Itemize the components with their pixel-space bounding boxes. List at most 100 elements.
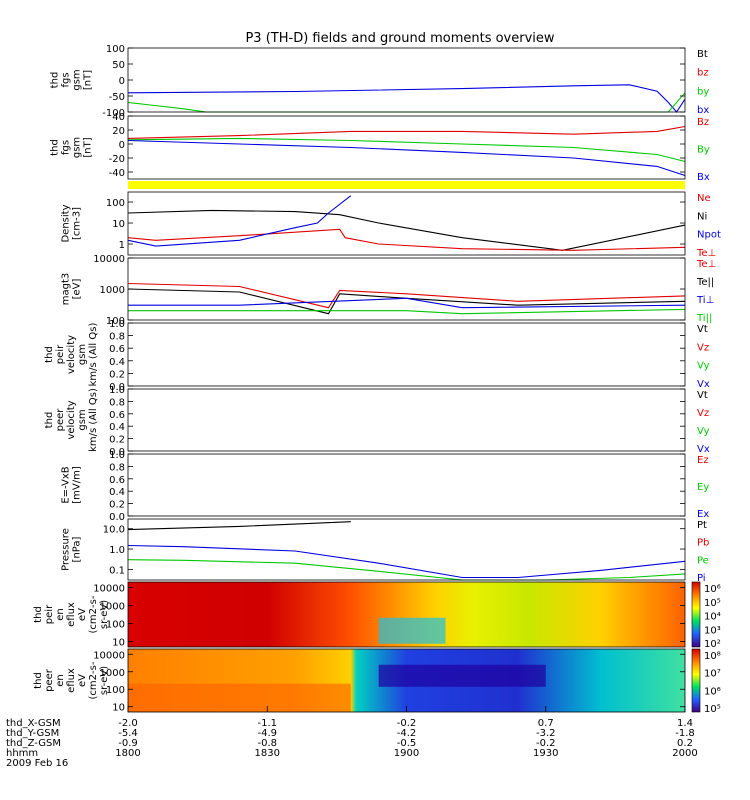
y-axis-label-line: peir bbox=[55, 344, 66, 364]
colorbar bbox=[691, 581, 701, 648]
y-axis-label: thd peir velocity gsm km/s (All Qs) bbox=[44, 323, 99, 387]
legend-entry: Vx bbox=[697, 379, 710, 390]
legend-entry: Pe bbox=[697, 555, 709, 566]
legend-entry: Ti⊥ bbox=[696, 295, 714, 306]
y-tick-label: 0.0 bbox=[109, 447, 125, 458]
y-tick-label: -50 bbox=[109, 92, 125, 103]
y-axis-label: thd fgs gsm [nT] bbox=[50, 69, 94, 90]
y-axis-label-line: thd bbox=[44, 346, 55, 363]
panel-1: Bt bz by bx -100 -50 0 50 100 thd fgs gsm [nT] bbox=[50, 44, 710, 119]
x-tick-label: 2000 bbox=[672, 748, 697, 759]
y-axis-label: E=-VxB [mV/m] bbox=[61, 466, 83, 504]
y-axis-label-line: eV bbox=[77, 674, 88, 687]
series-Ni bbox=[127, 209, 686, 251]
panel-4: Te⊥ Te|| Ti⊥ Ti|| 100 1000 10000 magt3 [eV] bbox=[61, 254, 717, 327]
y-tick-label: 0.4 bbox=[109, 357, 125, 368]
y-axis-label: thd peer en eflux eV (cm2-s-sr-eV) bbox=[33, 661, 110, 699]
legend-entry: Vx bbox=[697, 444, 710, 455]
y-tick-label: 100 bbox=[106, 316, 125, 327]
x-tick-label: -0.9 bbox=[118, 738, 138, 749]
y-axis-label-line: peir bbox=[44, 604, 55, 624]
x-axis-row-label: thd_X-GSM bbox=[6, 718, 61, 729]
series-Bx bbox=[127, 139, 686, 177]
y-tick-label: 0.4 bbox=[109, 487, 125, 498]
y-tick-label: 0.0 bbox=[109, 512, 125, 523]
x-tick-label: -1.1 bbox=[257, 718, 277, 729]
y-tick-label: 0.8 bbox=[109, 397, 125, 408]
y-axis-label-line: fgs bbox=[61, 140, 72, 155]
x-axis-date: 2009 Feb 16 bbox=[6, 758, 68, 769]
legend-entry: Te|| bbox=[696, 277, 714, 288]
y-axis-label-line: thd bbox=[44, 412, 55, 429]
series-Te bbox=[127, 288, 686, 315]
y-tick-label: 10 bbox=[112, 703, 125, 714]
x-tick-label: -0.2 bbox=[536, 738, 556, 749]
x-tick-label: 0.2 bbox=[677, 738, 693, 749]
x-tick-label: -0.8 bbox=[257, 738, 277, 749]
y-axis-label: thd fgs gsm [nT] bbox=[50, 137, 94, 158]
panel-8: Pt Pb Pe Pi 0.1 1.0 10.0 Pressure [nPa] bbox=[61, 518, 709, 584]
y-tick-label: 1.0 bbox=[109, 545, 125, 556]
y-axis-label: Pressure [nPa] bbox=[61, 528, 83, 571]
y-tick-label: 1 bbox=[119, 240, 125, 251]
y-axis-label-line: gsm bbox=[77, 344, 88, 365]
colorbar-tick-label: 10⁶ bbox=[704, 686, 721, 697]
legend-entry: Bx bbox=[697, 172, 710, 183]
y-tick-label: 100 bbox=[106, 44, 125, 55]
legend-entry: Vz bbox=[697, 408, 709, 419]
x-tick-label: -2.0 bbox=[118, 718, 138, 729]
legend-entry: Ex bbox=[697, 509, 709, 520]
spectrogram-feature bbox=[378, 664, 546, 687]
legend-entry: Te⊥ bbox=[696, 259, 716, 270]
legend-entry: Ne bbox=[697, 193, 711, 204]
y-tick-label: 100 bbox=[106, 685, 125, 696]
y-tick-label: 10000 bbox=[93, 254, 125, 265]
y-axis-label-line: eV bbox=[77, 608, 88, 621]
spectrogram-feature bbox=[128, 683, 351, 712]
legend-entry: bx bbox=[697, 105, 709, 116]
series-Pe bbox=[127, 559, 686, 581]
panel-frame bbox=[127, 453, 686, 517]
y-axis-label-line: gsm bbox=[72, 137, 83, 158]
x-axis-annotations: thd_X-GSM -2.0 -1.1 -0.2 0.7 1.4 thd_Y-GSM -5.4… bbox=[6, 706, 698, 769]
y-tick-label: 10.0 bbox=[103, 525, 125, 536]
y-tick-label: 0.6 bbox=[109, 344, 125, 355]
y-tick-label: 0.0 bbox=[109, 382, 125, 393]
x-tick-label: -4.9 bbox=[257, 728, 277, 739]
y-tick-label: 10000 bbox=[93, 650, 125, 661]
x-tick-label: 1830 bbox=[255, 748, 280, 759]
y-tick-label: 0.2 bbox=[109, 369, 125, 380]
panel-frame bbox=[127, 388, 686, 452]
x-tick-label: 1.4 bbox=[677, 718, 693, 729]
y-axis-label-line: thd bbox=[33, 606, 44, 623]
series-Te bbox=[127, 282, 686, 309]
colorbar-tick-label: 10⁸ bbox=[704, 651, 721, 662]
y-tick-label: 1.0 bbox=[109, 319, 125, 330]
panel-3: Ne Ni Npot Te⊥ 1 10 100 Density [cm-3] bbox=[61, 191, 721, 259]
y-axis-label-line: (cm2-s- bbox=[88, 595, 99, 633]
y-tick-label: 100 bbox=[106, 198, 125, 209]
colorbar-tick-label: 10⁷ bbox=[704, 669, 721, 680]
legend-entry: Te⊥ bbox=[696, 248, 716, 259]
series-Pt bbox=[127, 521, 351, 531]
legend-entry: bz bbox=[697, 68, 709, 79]
y-axis-label-line: eflux bbox=[66, 602, 77, 627]
y-tick-label: -20 bbox=[109, 154, 125, 165]
panel-frame bbox=[127, 581, 686, 648]
legend-entry: Vy bbox=[697, 426, 710, 437]
series-Bz bbox=[127, 125, 686, 139]
y-tick-label: -100 bbox=[102, 108, 125, 119]
panel-5: Vt Vz Vy Vx 0.0 0.20.4 0.60.8 1.0 thd peir velocit… bbox=[44, 319, 710, 393]
y-tick-label: 0.6 bbox=[109, 410, 125, 421]
y-tick-label: 50 bbox=[112, 60, 125, 71]
legend-entry: Bz bbox=[697, 117, 709, 128]
y-axis-label-line: magt3 bbox=[61, 273, 72, 306]
legend-entry: Npot bbox=[697, 230, 721, 241]
spectrogram-feature bbox=[378, 617, 446, 644]
colorbar-tick-label: 10⁴ bbox=[704, 612, 721, 623]
panel-frame bbox=[127, 518, 686, 581]
y-axis-label-line: velocity bbox=[66, 400, 77, 439]
y-tick-label: 0 bbox=[119, 140, 125, 151]
